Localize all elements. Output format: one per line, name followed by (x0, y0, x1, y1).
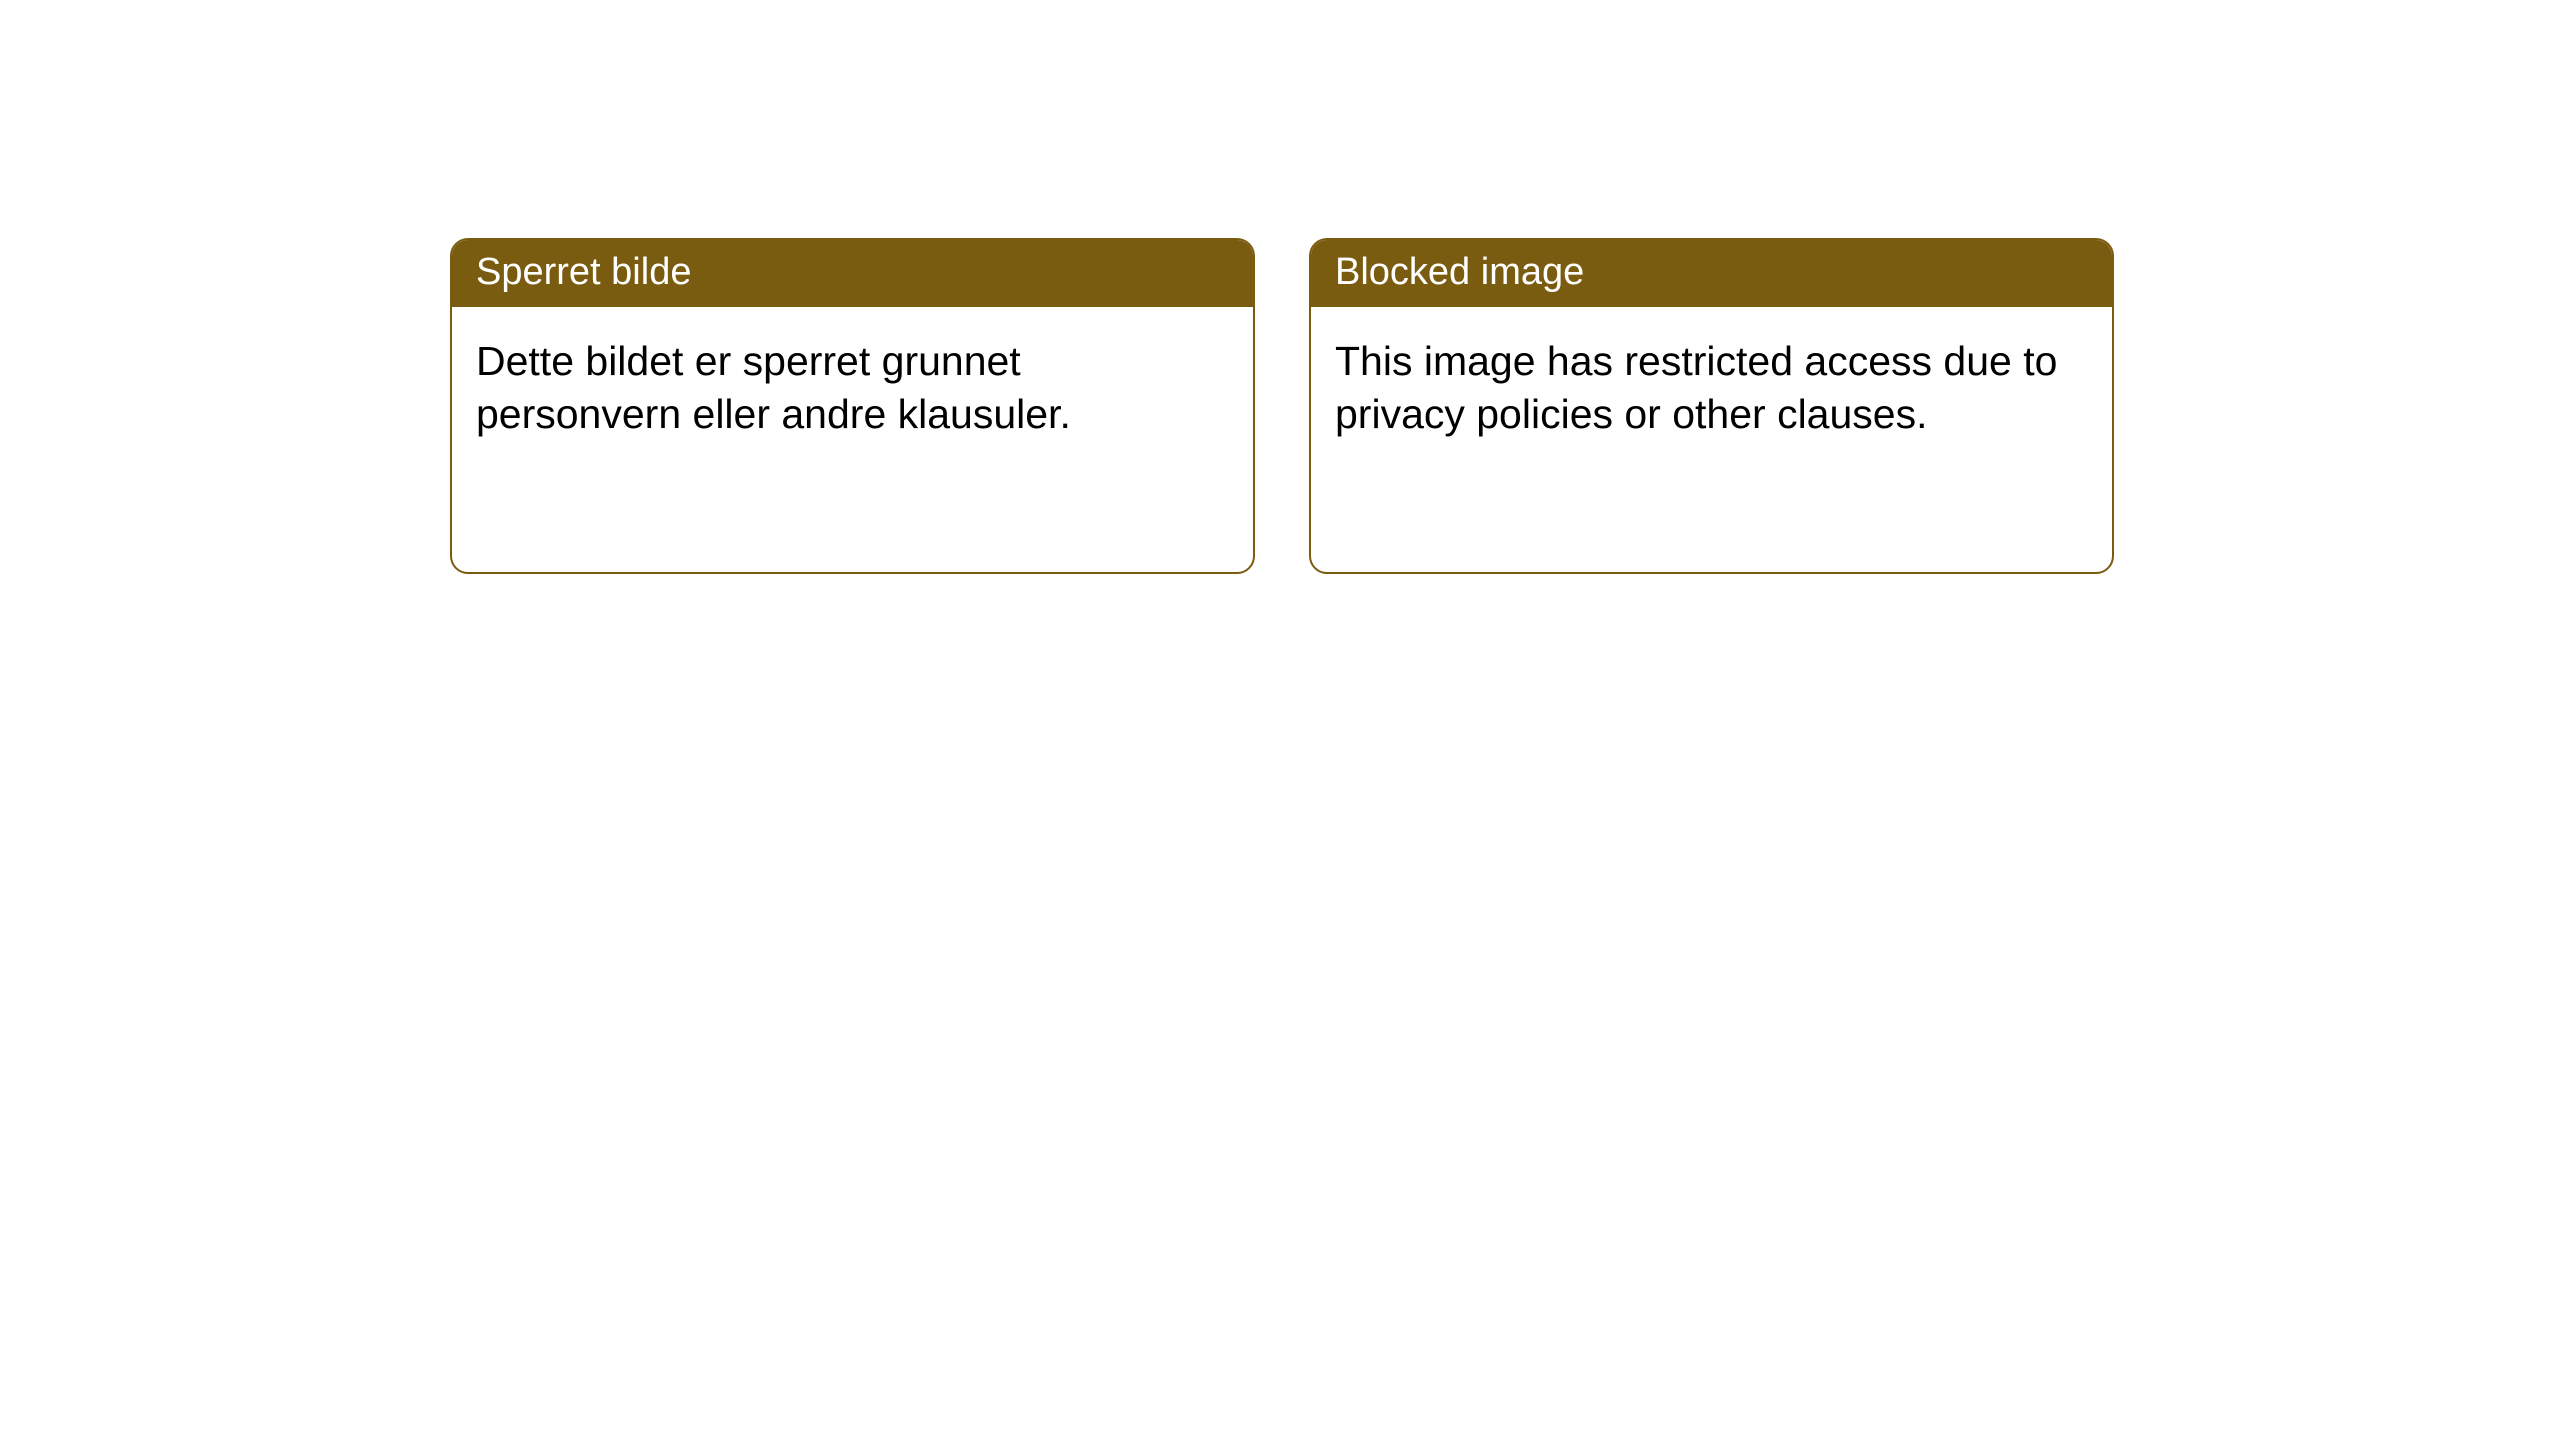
notice-container: Sperret bilde Dette bildet er sperret gr… (0, 0, 2560, 574)
notice-card-en: Blocked image This image has restricted … (1309, 238, 2114, 574)
notice-header-en: Blocked image (1311, 240, 2112, 307)
notice-body-no: Dette bildet er sperret grunnet personve… (452, 307, 1253, 468)
notice-header-no: Sperret bilde (452, 240, 1253, 307)
notice-body-en: This image has restricted access due to … (1311, 307, 2112, 468)
notice-card-no: Sperret bilde Dette bildet er sperret gr… (450, 238, 1255, 574)
